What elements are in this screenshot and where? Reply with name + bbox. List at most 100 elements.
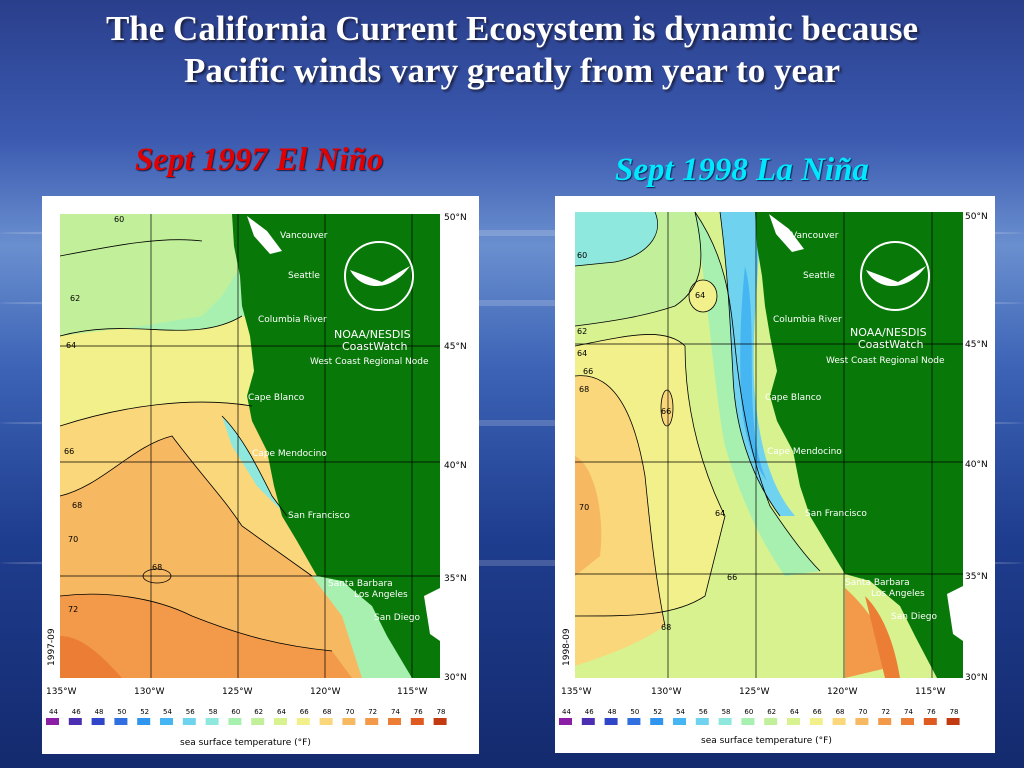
- legend-value: 46: [72, 708, 81, 716]
- legend-value: 56: [186, 708, 195, 716]
- legend-swatch: [365, 718, 379, 725]
- lon-label: 120°W: [827, 687, 858, 697]
- title-line-1: The California Current Ecosystem is dyna…: [105, 9, 919, 48]
- legend-value: 68: [323, 708, 332, 716]
- sst-band-56: [720, 212, 795, 516]
- product-label: CoastWatch: [858, 338, 923, 351]
- isotherm-label: 68: [152, 563, 162, 572]
- place-label: Seattle: [803, 271, 835, 281]
- legend-swatch: [319, 718, 333, 725]
- sst-band-74: [60, 636, 122, 678]
- legend-value: 54: [163, 708, 172, 716]
- legend-swatches: [46, 718, 447, 725]
- sst-band-68: [575, 375, 665, 666]
- place-label: San Francisco: [805, 509, 867, 519]
- legend-value: 76: [927, 708, 936, 716]
- vancouver-island: [769, 214, 804, 252]
- legend-swatch: [581, 718, 595, 725]
- sst-map-1997: 60 62 64 66 68 70 72 68 Vancouver Seattl…: [46, 213, 467, 748]
- legend-value: 48: [95, 708, 104, 716]
- isotherm-label: 68: [579, 385, 589, 394]
- isotherm-lines: [574, 211, 821, 627]
- legend-swatch: [832, 718, 846, 725]
- caption-el-nino: Sept 1997 El Niño: [135, 142, 384, 178]
- place-label: Vancouver: [280, 231, 328, 241]
- legend-value: 52: [140, 708, 149, 716]
- lon-label: 130°W: [134, 687, 165, 697]
- legend-value: 50: [117, 708, 126, 716]
- legend-value: 72: [368, 708, 377, 716]
- lon-label: 115°W: [915, 687, 946, 697]
- isotherm-label: 66: [727, 573, 737, 582]
- legend-value: 74: [391, 708, 400, 716]
- place-label: Los Angeles: [354, 590, 408, 600]
- legend-swatch: [433, 718, 447, 725]
- legend-swatch: [627, 718, 641, 725]
- place-label: Santa Barbara: [328, 579, 393, 589]
- legend-value: 52: [653, 708, 662, 716]
- lon-label: 125°W: [222, 687, 253, 697]
- legend-value: 72: [881, 708, 890, 716]
- isotherm-label: 66: [64, 447, 74, 456]
- place-label: San Diego: [374, 613, 420, 623]
- sst-band-72: [60, 594, 352, 678]
- legend-value: 58: [722, 708, 731, 716]
- legend-swatch: [764, 718, 778, 725]
- isotherm-label: 64: [715, 509, 725, 518]
- legend-value: 46: [585, 708, 594, 716]
- legend-value: 50: [630, 708, 639, 716]
- title-line-2: Pacific winds vary greatly from year to …: [183, 51, 841, 90]
- legend-swatch: [855, 718, 869, 725]
- legend-swatch: [901, 718, 914, 725]
- legend-value: 44: [562, 708, 571, 716]
- place-label: Vancouver: [791, 231, 839, 241]
- legend-swatch: [251, 718, 265, 725]
- legend-swatch: [296, 718, 310, 725]
- place-label: Columbia River: [773, 315, 842, 325]
- legend-swatch: [787, 718, 800, 725]
- isotherm-label: 60: [577, 251, 587, 260]
- date-code: 1998-09: [562, 628, 572, 666]
- map-grid: [575, 212, 963, 678]
- sst-warm-eddy: [661, 390, 673, 426]
- place-label: Santa Barbara: [845, 578, 910, 588]
- legend-swatch: [205, 718, 219, 725]
- isotherm-label: 64: [66, 341, 76, 350]
- sst-warm-eddy: [689, 280, 717, 312]
- legend-swatch: [274, 718, 287, 725]
- lat-label: 35°N: [444, 574, 467, 584]
- isotherm-label: 68: [661, 623, 671, 632]
- legend-swatch: [160, 718, 173, 725]
- sst-band-70: [575, 456, 602, 576]
- legend-value: 44: [49, 708, 58, 716]
- water-sheen: [0, 230, 1024, 236]
- legend-value: 60: [744, 708, 753, 716]
- place-label: Cape Blanco: [248, 393, 305, 403]
- place-label: Cape Mendocino: [252, 449, 327, 459]
- legend-value: 74: [904, 708, 913, 716]
- legend-swatch: [718, 718, 732, 725]
- place-label: Seattle: [288, 271, 320, 281]
- legend-swatch: [673, 718, 686, 725]
- isotherm-label: 64: [577, 349, 587, 358]
- legend-value: 64: [790, 708, 799, 716]
- sst-band-74: [865, 596, 900, 678]
- legend-value: 66: [300, 708, 309, 716]
- place-label: San Francisco: [288, 511, 350, 521]
- org-label: NOAA/NESDIS: [850, 326, 927, 339]
- lon-label: 120°W: [310, 687, 341, 697]
- legend-value: 68: [836, 708, 845, 716]
- vancouver-island: [247, 216, 282, 254]
- legend-swatch: [114, 718, 128, 725]
- legend-value: 78: [950, 708, 959, 716]
- place-label: Cape Mendocino: [767, 447, 842, 457]
- map-panel-1998: 60 62 64 66 68 70 64 66 64 66 68 Vancouv…: [555, 196, 995, 753]
- legend-title: sea surface temperature (°F): [180, 738, 311, 748]
- legend-swatch: [91, 718, 105, 725]
- lat-label: 30°N: [965, 673, 988, 683]
- isotherm-label: 70: [579, 503, 589, 512]
- product-label: CoastWatch: [342, 340, 407, 353]
- isotherm-label: 64: [695, 291, 705, 300]
- legend-value: 58: [209, 708, 218, 716]
- legend-swatch: [342, 718, 356, 725]
